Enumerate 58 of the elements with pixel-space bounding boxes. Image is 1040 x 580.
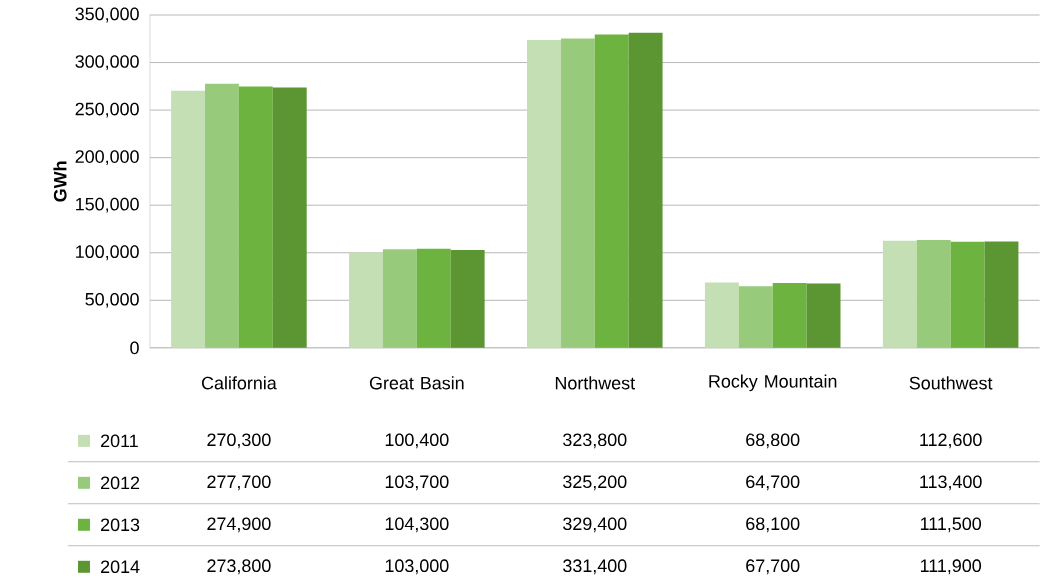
data-label: 323,800 <box>563 433 627 449</box>
x-tick-label: Southwest <box>909 376 993 390</box>
bar <box>382 249 417 348</box>
data-label: 100,400 <box>385 433 449 449</box>
bar <box>704 282 739 348</box>
data-label: 103,700 <box>385 475 449 491</box>
data-label: 104,300 <box>385 517 449 533</box>
y-tick-label: 300,000 <box>75 55 139 70</box>
data-label: 112,600 <box>920 433 982 449</box>
bar <box>450 249 485 348</box>
bar <box>527 39 561 348</box>
data-label: 277,700 <box>207 475 271 491</box>
data-label: 329,400 <box>563 517 627 533</box>
x-tick-label: Rocky Mountain <box>709 374 837 392</box>
data-label: 111,900 <box>920 559 982 575</box>
y-tick-label: 200,000 <box>75 150 139 165</box>
bar <box>349 252 383 348</box>
data-label: 273,800 <box>207 559 271 575</box>
bar <box>560 38 595 348</box>
bar <box>272 87 307 348</box>
bar <box>882 240 917 348</box>
legend-label: 2012 <box>101 476 140 490</box>
legend-label: 2011 <box>101 434 138 448</box>
bar <box>772 283 807 348</box>
bar <box>984 241 1019 348</box>
data-label: 68,100 <box>746 517 800 533</box>
data-label: 67,700 <box>746 559 800 575</box>
legend-label: 2014 <box>101 560 140 574</box>
y-tick-label: 150,000 <box>76 197 139 213</box>
x-tick-label: Great Basin <box>369 376 464 390</box>
data-label: 111,500 <box>920 517 982 533</box>
y-tick-label: 0 <box>130 341 139 355</box>
data-label: 103,000 <box>385 559 449 575</box>
y-tick-label: 250,000 <box>75 102 139 118</box>
y-tick-label: 50,000 <box>85 292 139 308</box>
y-axis-title: GWh <box>53 161 67 202</box>
bar <box>806 283 841 348</box>
bar <box>916 239 951 348</box>
legend-label: 2013 <box>101 518 140 532</box>
x-tick-label: Northwest <box>555 376 635 390</box>
data-label: 68,800 <box>746 433 800 449</box>
data-label: 270,300 <box>207 433 271 449</box>
bar <box>594 34 629 348</box>
data-label: 325,200 <box>563 475 627 491</box>
y-tick-label: 100,000 <box>76 245 139 261</box>
bar <box>738 286 773 348</box>
bar <box>628 32 663 348</box>
bar <box>238 86 273 348</box>
x-tick-label: California <box>201 376 277 390</box>
data-label: 64,700 <box>746 475 800 491</box>
data-label: 331,400 <box>563 559 627 575</box>
data-label: 113,400 <box>920 475 982 491</box>
bar <box>950 241 985 348</box>
bar <box>205 83 239 348</box>
y-tick-label: 350,000 <box>75 7 139 23</box>
data-label: 274,900 <box>207 517 271 533</box>
bar <box>416 248 451 348</box>
bar <box>171 90 206 348</box>
